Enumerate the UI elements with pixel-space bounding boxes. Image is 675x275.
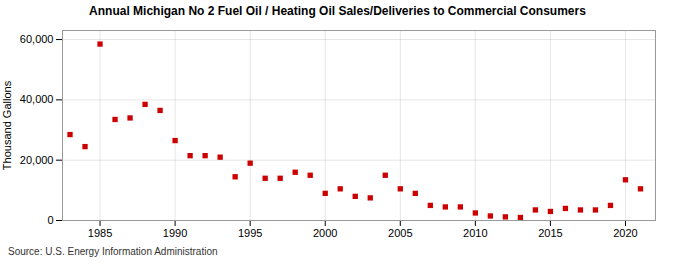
svg-text:40,000: 40,000: [20, 93, 54, 105]
svg-text:2000: 2000: [313, 227, 337, 239]
svg-text:20,000: 20,000: [20, 154, 54, 166]
html-text:Source: U.S. Energy Informatio: Source: U.S. Energy Information Administ…: [8, 246, 218, 257]
svg-text:1985: 1985: [88, 227, 112, 239]
svg-text:2010: 2010: [463, 227, 487, 239]
svg-text:1995: 1995: [238, 227, 262, 239]
html-text:Annual Michigan No 2 Fuel Oil: Annual Michigan No 2 Fuel Oil / Heating …: [89, 4, 586, 18]
svg-text:2015: 2015: [538, 227, 562, 239]
svg-text:0: 0: [47, 214, 53, 226]
svg-text:1990: 1990: [163, 227, 187, 239]
svg-text:Thousand Gallons: Thousand Gallons: [1, 80, 13, 170]
svg-text:2005: 2005: [388, 227, 412, 239]
svg-text:2020: 2020: [613, 227, 637, 239]
svg-text:60,000: 60,000: [20, 33, 54, 45]
